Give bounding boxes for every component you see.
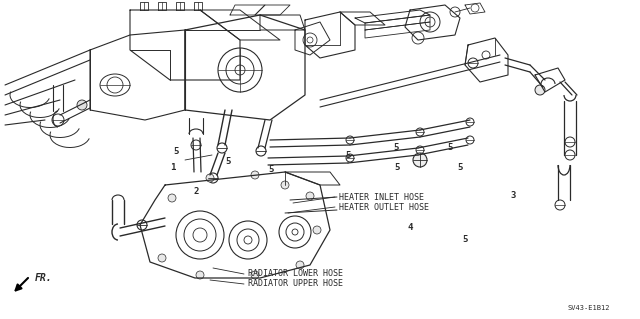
Text: 4: 4 — [407, 224, 413, 233]
Circle shape — [168, 194, 176, 202]
Circle shape — [281, 181, 289, 189]
Text: 2: 2 — [193, 188, 198, 197]
Text: SV43-E1B12: SV43-E1B12 — [568, 305, 611, 311]
Text: 5: 5 — [462, 235, 468, 244]
Text: RADIATOR UPPER HOSE: RADIATOR UPPER HOSE — [248, 279, 343, 288]
Text: 5: 5 — [346, 151, 351, 160]
Circle shape — [158, 254, 166, 262]
Circle shape — [306, 192, 314, 200]
Text: 5: 5 — [268, 165, 274, 174]
Circle shape — [196, 271, 204, 279]
Text: HEATER OUTLET HOSE: HEATER OUTLET HOSE — [339, 203, 429, 211]
Circle shape — [535, 85, 545, 95]
Text: 5: 5 — [225, 158, 230, 167]
Circle shape — [77, 100, 87, 110]
Text: HEATER INLET HOSE: HEATER INLET HOSE — [339, 192, 424, 202]
Text: 5: 5 — [458, 164, 463, 173]
Circle shape — [251, 171, 259, 179]
Text: 5: 5 — [173, 147, 179, 157]
Text: 5: 5 — [394, 144, 399, 152]
Circle shape — [206, 174, 214, 182]
Circle shape — [313, 226, 321, 234]
Circle shape — [413, 153, 427, 167]
Text: 1: 1 — [170, 164, 176, 173]
Text: FR.: FR. — [35, 273, 52, 283]
Circle shape — [251, 271, 259, 279]
Text: 5: 5 — [394, 164, 400, 173]
Text: 3: 3 — [510, 190, 516, 199]
Circle shape — [296, 261, 304, 269]
Text: RADIATOR LOWER HOSE: RADIATOR LOWER HOSE — [248, 270, 343, 278]
Text: 5: 5 — [447, 144, 452, 152]
